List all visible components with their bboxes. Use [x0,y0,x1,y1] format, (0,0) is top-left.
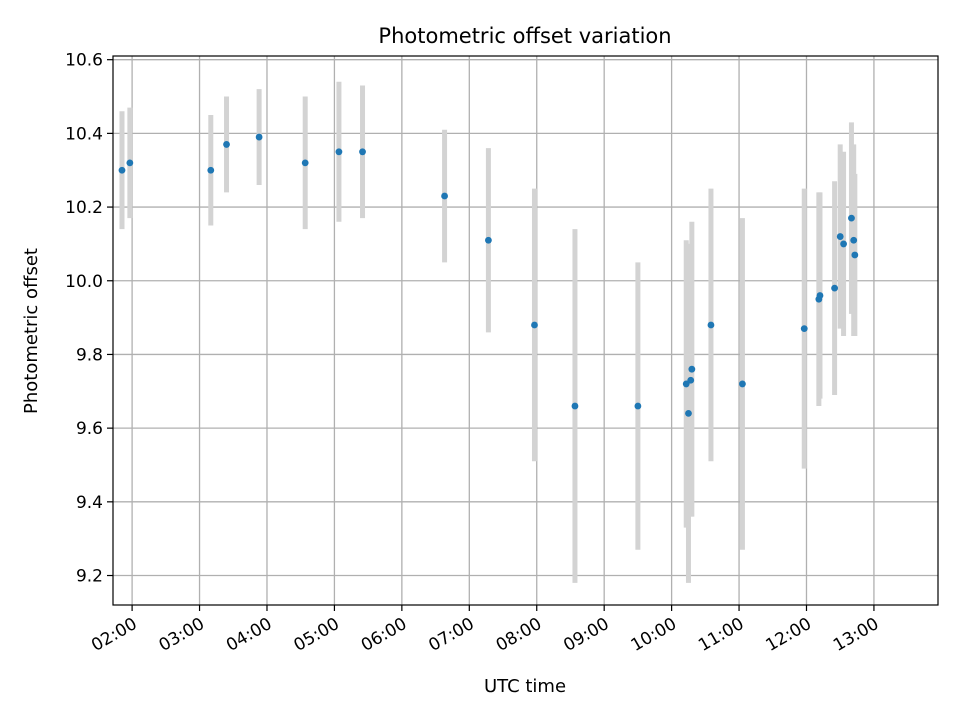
data-point [840,240,847,248]
data-point [800,325,808,333]
chart-title: Photometric offset variation [378,24,671,48]
data-point [687,376,695,384]
x-tick-label: 02:00 [88,614,140,656]
data-point [634,402,642,410]
y-tick-label: 9.4 [76,493,103,513]
x-tick-label: 06:00 [358,614,410,656]
data-point [850,236,858,244]
data-point [682,380,690,388]
x-tick-label: 09:00 [560,614,612,656]
y-tick-label: 10.0 [65,272,103,292]
y-tick-label: 9.2 [76,567,103,587]
x-tick-label: 07:00 [425,614,477,656]
data-point [223,141,230,148]
x-tick-label: 05:00 [290,614,342,656]
y-tick-label: 10.4 [65,124,103,144]
data-point [255,133,263,141]
data-point [118,166,126,174]
y-tick-label: 10.2 [65,198,103,218]
data-point [836,233,844,240]
data-point [831,284,838,292]
x-tick-label: 10:00 [628,614,680,656]
data-point [301,159,309,167]
x-tick-label: 13:00 [830,614,882,656]
y-axis-title: Photometric offset [21,248,42,414]
y-tick-label: 10.6 [65,51,103,71]
data-point [739,380,746,388]
y-tick-label: 9.8 [76,345,103,365]
data-point [441,192,448,200]
y-axis-ticks: 9.2 9.4 9.6 9.8 10.0 10.2 10.4 10.6 [65,51,113,587]
data-point [207,166,215,174]
plot-frame [112,55,939,606]
x-axis-ticks: 02:00 03:00 04:00 05:00 06:00 07:00 08:00 09:00… [88,605,882,656]
data-points [118,133,859,417]
x-axis-title: UTC time [484,676,566,697]
x-tick-label: 03:00 [156,614,208,656]
data-point [707,321,715,329]
data-point [685,410,692,417]
y-tick-label: 9.6 [76,419,103,439]
data-point [531,321,538,329]
data-point [485,236,492,244]
x-tick-label: 08:00 [493,614,545,656]
x-tick-label: 11:00 [695,614,747,656]
x-tick-label: 12:00 [763,614,815,656]
x-tick-label: 04:00 [223,614,275,656]
error-bars [119,81,858,583]
data-point [851,251,859,259]
data-point [848,214,855,222]
data-point [688,365,696,373]
grid [113,56,938,605]
data-point [359,148,366,156]
data-point [126,159,134,167]
data-point [335,148,343,156]
data-point [816,292,824,299]
data-point [571,402,579,410]
